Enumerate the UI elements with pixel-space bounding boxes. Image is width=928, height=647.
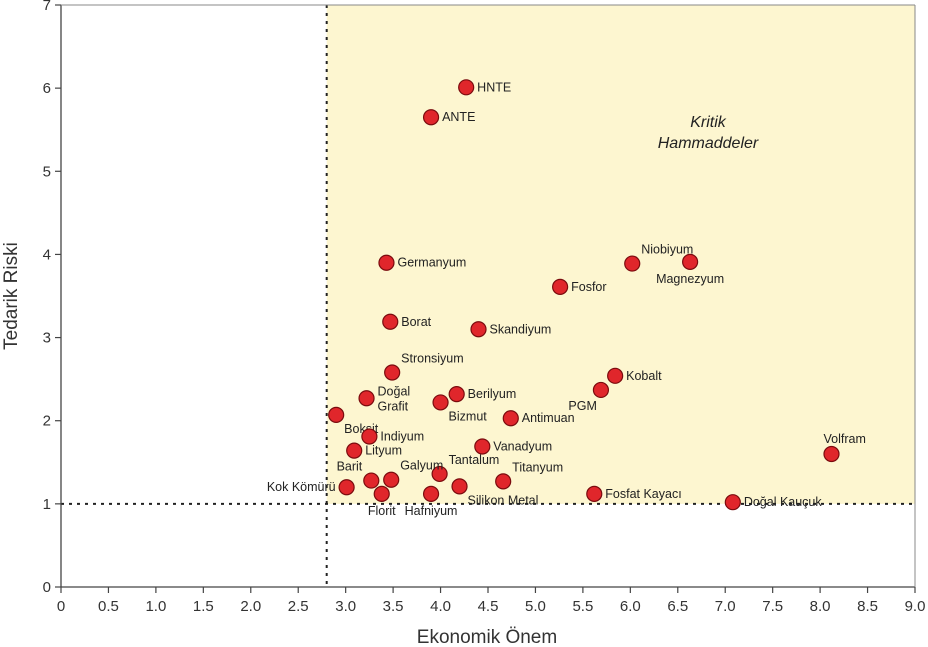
point-label-hnte: HNTE [477, 80, 511, 94]
point-label-doğal-grafit-line2: Grafit [378, 399, 409, 413]
point-label-fosfat-kayacı: Fosfat Kayacı [605, 487, 681, 501]
point-label-vanadyum: Vanadyum [493, 439, 552, 453]
y-tick-label: 3 [43, 330, 51, 347]
point-label-tantalum: Tantalum [449, 453, 500, 467]
y-tick-label: 0 [43, 579, 51, 596]
x-tick-label: 4.5 [478, 598, 499, 615]
point-label-galyum: Galyum [400, 459, 443, 473]
point-label-doğal-kauçuk: Doğal Kauçuk [744, 495, 823, 509]
point-hafniyum [422, 485, 440, 502]
point-boksit [328, 406, 345, 423]
x-axis-title: Ekonomik Önem [417, 627, 557, 647]
x-tick-label: 9.0 [905, 598, 926, 615]
point-stronsiyum [384, 364, 401, 381]
x-tick-label: 6.0 [620, 598, 641, 615]
critical-region [326, 5, 915, 504]
point-barit [363, 472, 380, 489]
x-tick-label: 2.0 [240, 598, 261, 615]
point-borat [382, 313, 399, 330]
point-ante [422, 109, 440, 126]
x-tick-label: 0.5 [98, 598, 119, 615]
point-doğal-kauçuk [724, 494, 741, 511]
y-axis-title: Tedarik Riski [1, 242, 22, 350]
point-label-pgm: PGM [568, 399, 596, 413]
point-lityum [346, 442, 363, 459]
point-label-fosfor: Fosfor [571, 280, 606, 294]
x-tick-label: 8.5 [857, 598, 878, 615]
point-fosfat-kayacı [586, 485, 603, 502]
x-tick-label: 7.5 [762, 598, 783, 615]
ticks: 0 0.5 1.0 1.5 2.0 2.5 3.0 3.5 4.0 4.5 5.0 5.5 6.0 6.5… [43, 0, 926, 615]
y-tick-label: 1 [43, 496, 51, 513]
point-label-titanyum: Titanyum [512, 460, 563, 474]
point-volfram [823, 445, 840, 463]
point-silikon-metal [451, 478, 468, 495]
point-label-doğal-grafit: Doğal [378, 384, 411, 398]
point-hnte [458, 79, 475, 96]
x-tick-label: 3.5 [383, 598, 404, 615]
point-bizmut [432, 394, 449, 411]
point-kok-kömürü [338, 479, 355, 496]
point-berilyum [448, 386, 465, 403]
x-tick-label: 4.0 [430, 598, 451, 615]
point-antimuan [502, 410, 519, 427]
point-kobalt [607, 367, 624, 384]
point-label-florit: Florit [368, 504, 396, 518]
point-label-antimuan: Antimuan [522, 411, 575, 425]
region-label-line1: Kritik [690, 114, 727, 131]
point-label-kok-kömürü: Kok Kömürü [267, 480, 336, 494]
x-tick-label: 2.5 [288, 598, 309, 615]
x-tick-label: 3.0 [335, 598, 356, 615]
point-germanyum [378, 254, 395, 271]
y-tick-label: 7 [43, 0, 51, 14]
point-label-berilyum: Berilyum [468, 387, 517, 401]
x-tick-label: 1.0 [145, 598, 166, 615]
x-tick-label: 5.5 [572, 598, 593, 615]
point-label-niobiyum: Niobiyum [641, 243, 693, 257]
x-tick-label: 5.0 [525, 598, 546, 615]
x-tick-label: 7.0 [715, 598, 736, 615]
point-florit [373, 485, 390, 502]
point-label-silikon-metal: Silikon Metal [468, 493, 539, 507]
x-tick-label: 8.0 [810, 598, 831, 615]
threshold-lines [61, 5, 915, 587]
point-label-magnezyum: Magnezyum [656, 272, 724, 286]
point-niobiyum [624, 255, 641, 272]
point-label-kobalt: Kobalt [626, 369, 662, 383]
y-tick-label: 2 [43, 413, 51, 430]
x-tick-label: 6.5 [667, 598, 688, 615]
region-label-line2: Hammaddeler [658, 135, 759, 152]
point-label-indiyum: Indiyum [380, 430, 424, 444]
point-indiyum [361, 428, 378, 445]
point-vanadyum [474, 438, 491, 455]
point-label-hafniyum: Hafniyum [405, 504, 458, 518]
point-label-lityum: Lityum [365, 444, 402, 458]
y-tick-label: 5 [43, 163, 51, 180]
point-doğal-grafit [358, 390, 375, 407]
point-tantalum [431, 465, 448, 483]
point-label-borat: Borat [401, 315, 431, 329]
point-titanyum [495, 473, 512, 490]
point-magnezyum [682, 253, 699, 271]
point-label-volfram: Volfram [823, 432, 865, 446]
point-label-germanyum: Germanyum [397, 256, 466, 270]
point-label-skandiyum: Skandiyum [490, 322, 552, 336]
point-galyum [383, 471, 400, 488]
x-tick-label: 1.5 [193, 598, 214, 615]
point-label-stronsiyum: Stronsiyum [401, 351, 464, 365]
point-skandiyum [470, 321, 487, 338]
point-label-bizmut: Bizmut [449, 409, 488, 423]
point-fosfor [552, 278, 569, 295]
data-points: HNTE ANTE Germanyum Niobiyum Magnezyum Fosfor… [267, 79, 866, 518]
y-tick-label: 6 [43, 80, 51, 97]
y-tick-label: 4 [43, 246, 51, 263]
point-label-ante: ANTE [442, 110, 475, 124]
point-pgm [592, 381, 610, 399]
point-label-barit: Barit [337, 460, 363, 474]
x-tick-label: 0 [57, 598, 65, 615]
